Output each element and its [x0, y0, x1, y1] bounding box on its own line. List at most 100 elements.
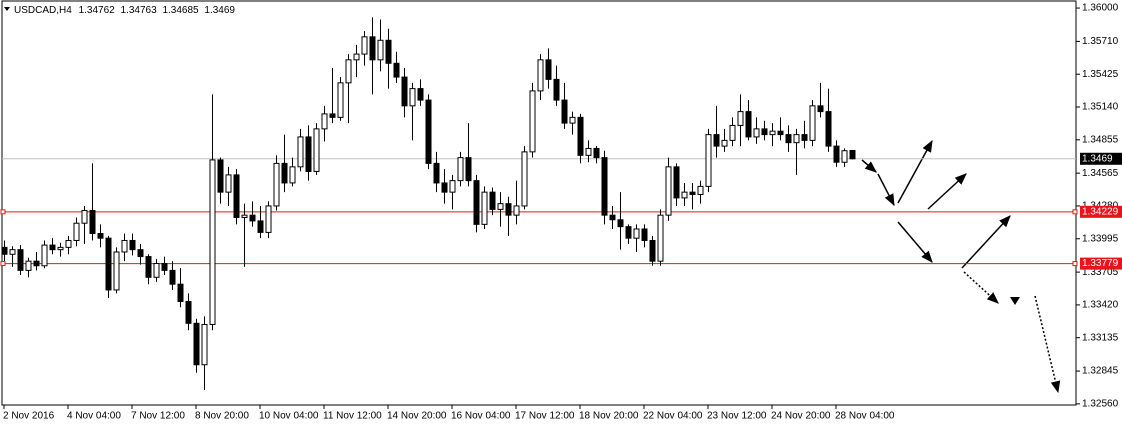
candle-body [825, 111, 832, 147]
candle-body [473, 180, 480, 225]
x-tick-label: 16 Nov 04:00 [451, 411, 511, 422]
candle-body [361, 36, 368, 55]
candle-body [537, 59, 544, 92]
close-value: 1.3469 [204, 5, 235, 16]
candle-body [785, 134, 792, 144]
candle-body [81, 210, 88, 224]
header-icon [4, 7, 10, 11]
candle-body [297, 136, 304, 168]
x-tick-label: 8 Nov 20:00 [195, 411, 249, 422]
high-value: 1.34763 [121, 5, 158, 16]
candle-body [425, 99, 432, 164]
candle-body [161, 262, 168, 271]
candle-body [129, 239, 136, 251]
candle-body [305, 136, 312, 172]
candle-body [345, 59, 352, 84]
candle-body [169, 269, 176, 285]
candle-body [633, 228, 640, 239]
candle-body [713, 134, 720, 147]
candle-body [809, 105, 816, 141]
x-tick-label: 7 Nov 12:00 [131, 411, 185, 422]
candle-body [249, 214, 256, 222]
candle-body [233, 174, 240, 218]
symbol: USDCAD,H4 [14, 5, 72, 16]
candle-body [665, 166, 672, 216]
candle-body [793, 134, 800, 144]
candle-body [113, 251, 120, 291]
candle-body [393, 62, 400, 78]
candle-body [289, 166, 296, 184]
arrow [897, 139, 933, 204]
candle-body [593, 147, 600, 159]
y-tick-label: 1.33705 [1082, 267, 1119, 278]
y-tick-label: 1.33995 [1082, 233, 1119, 244]
candle-body [513, 205, 520, 216]
candle-body [553, 78, 560, 101]
level-end [0, 209, 6, 215]
y-tick-label: 1.34855 [1082, 134, 1119, 145]
candle-body [121, 239, 128, 253]
x-tick-label: 18 Nov 20:00 [579, 411, 639, 422]
candle-body [817, 105, 824, 113]
candle-body [673, 166, 680, 199]
candle-body [681, 191, 688, 199]
chart-header: USDCAD,H4 1.34762 1.34763 1.34685 1.3469 [14, 5, 235, 16]
candle-body [689, 191, 696, 195]
candle-body [505, 203, 512, 216]
y-tick-label: 1.35140 [1082, 102, 1119, 113]
x-tick-label: 11 Nov 12:00 [323, 411, 382, 422]
x-tick-label: 22 Nov 04:00 [643, 411, 703, 422]
candle-body [457, 157, 464, 182]
candle-body [33, 260, 40, 267]
x-tick-label: 17 Nov 12:00 [515, 411, 575, 422]
candle-body [209, 159, 216, 325]
candle-body [849, 149, 856, 160]
candle-body [465, 157, 472, 182]
candle-body [641, 228, 648, 241]
candle-body [841, 150, 848, 163]
candle-body [441, 182, 448, 193]
candle-body [377, 39, 384, 61]
candle-body [833, 145, 840, 163]
candle-body [201, 323, 208, 366]
candle-body [577, 116, 584, 156]
candle-body [769, 130, 776, 136]
candle-body [17, 249, 24, 271]
y-tick-label: 1.33420 [1082, 300, 1119, 311]
price-label: 1.3469 [1082, 153, 1113, 164]
candle-body [369, 36, 376, 61]
candle-body [697, 185, 704, 195]
y-tick-label: 1.35710 [1082, 36, 1119, 47]
level-end [0, 261, 6, 267]
x-tick-label: 4 Nov 04:00 [67, 411, 121, 422]
level-label: 1.34229 [1082, 206, 1119, 217]
candle-body [433, 162, 440, 184]
candle-body [337, 82, 344, 118]
candle-body [105, 237, 112, 291]
candle-body [321, 113, 328, 130]
candle-body [409, 88, 416, 107]
arrow [961, 215, 1011, 269]
candle-body [521, 151, 528, 207]
candle-body [401, 76, 408, 107]
candle-body [745, 111, 752, 138]
candle-body [257, 220, 264, 233]
candle-body [649, 239, 656, 262]
candle-body [545, 59, 552, 80]
candle-body [89, 210, 96, 235]
candle-body [225, 174, 232, 193]
arrow-mark [1010, 297, 1020, 305]
level-end [1072, 261, 1078, 267]
candle-body [49, 244, 56, 251]
candle-body [153, 262, 160, 278]
candle-body [729, 124, 736, 141]
candle-body [625, 226, 632, 239]
candle-body [177, 283, 184, 302]
candle-body [385, 39, 392, 64]
candle-body [481, 191, 488, 225]
x-tick-label: 14 Nov 20:00 [387, 411, 447, 422]
candle-body [9, 249, 16, 255]
candle-body [193, 322, 200, 366]
